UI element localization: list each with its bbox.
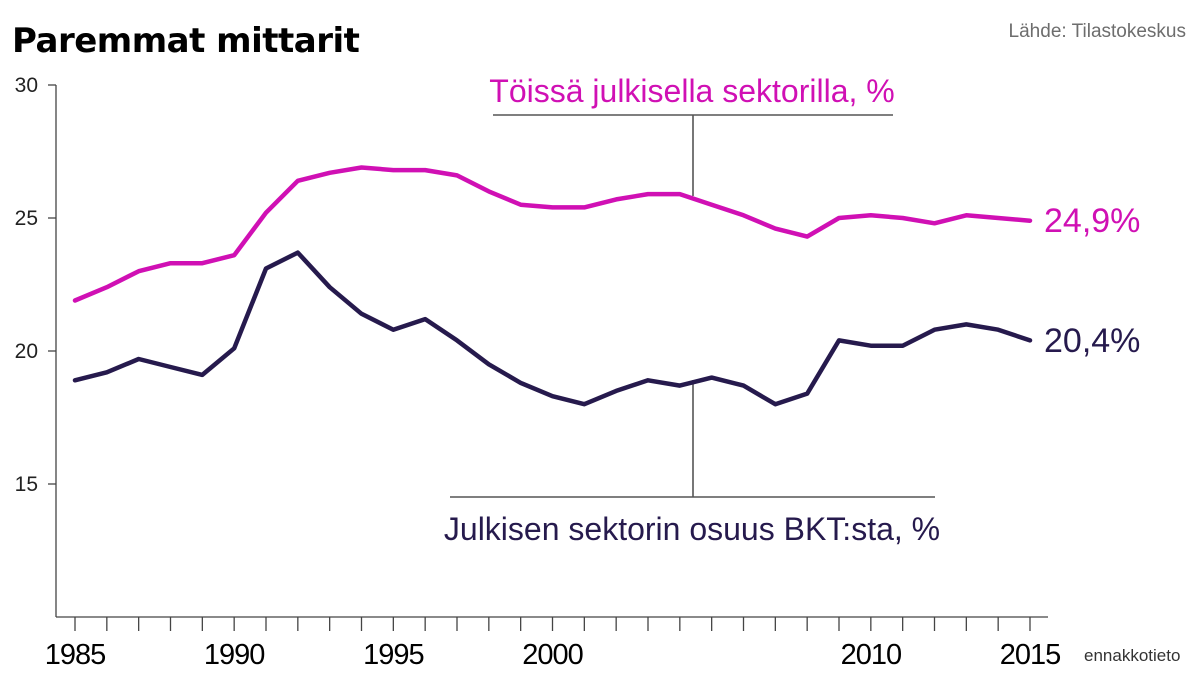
y-tick-label: 20 [15,340,38,363]
x-tick-label: 2010 [841,639,902,671]
x-tick-label: 2015 [1000,639,1061,671]
series-label-public-gdp-share: Julkisen sektorin osuus BKT:sta, % [444,511,940,547]
y-tick-label: 25 [15,207,38,230]
series-line-public-gdp-share [72,250,1033,407]
y-tick-label: 15 [15,473,38,496]
x-tick-label: 1990 [204,639,265,671]
series-label-public-employment: Töissä julkisella sektorilla, % [489,73,894,109]
end-label-public-gdp-share: 20,4% [1044,322,1140,360]
tick-labels: 15 20 25 30 1985 1990 1995 2000 2010 2015 [15,74,1062,671]
x-tick-label: 1985 [45,639,106,671]
end-label-public-employment: 24,9% [1044,202,1140,240]
series-lines [72,165,1033,407]
series-label-leaders [450,114,935,498]
source-label: Lähde: Tilastokeskus [1009,21,1186,42]
axes [48,84,1048,631]
y-tick-label: 30 [15,74,38,97]
series-line-public-employment [72,165,1033,303]
chart-title: Paremmat mittarit [12,21,360,61]
x-tick-label: 1995 [363,639,424,671]
x-tick-label: 2000 [522,639,583,671]
preliminary-note: ennakkotieto [1084,646,1180,665]
